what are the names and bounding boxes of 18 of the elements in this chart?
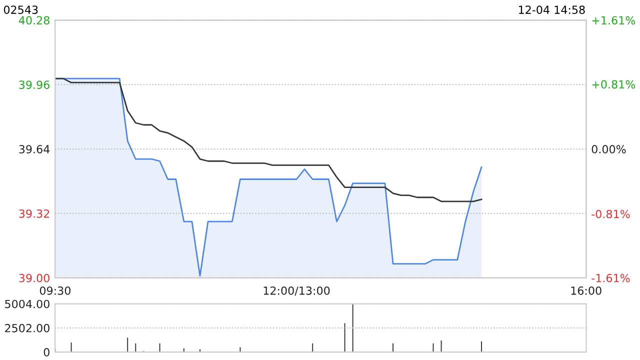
y-tick-label: 39.64 [19, 145, 50, 154]
x-tick-label: 12:00/13:00 [264, 286, 330, 296]
y2-tick-label: +0.81% [592, 80, 636, 89]
y-tick-label: 39.32 [19, 209, 50, 218]
y2-tick-label: +1.61% [592, 16, 636, 25]
y2-tick-label: -1.61% [592, 274, 630, 282]
y-tick-label: 5004.00 [5, 300, 50, 308]
x-tick-label: 16:00 [571, 286, 602, 295]
y2-tick-label: 0.00% [592, 145, 626, 154]
y2-tick-label: -0.81% [592, 210, 630, 218]
text: 12-04 14:58 [518, 6, 585, 14]
y-tick-label: 0 [44, 348, 50, 356]
chart-title: 02543 [4, 6, 38, 14]
y-tick-label: 39.96 [19, 80, 50, 89]
y-tick-label: 39.00 [19, 274, 50, 282]
x-tick-label: 09:30 [40, 286, 70, 295]
y-tick-label: 2502.00 [5, 324, 50, 332]
y-tick-label: 40.28 [18, 16, 50, 25]
